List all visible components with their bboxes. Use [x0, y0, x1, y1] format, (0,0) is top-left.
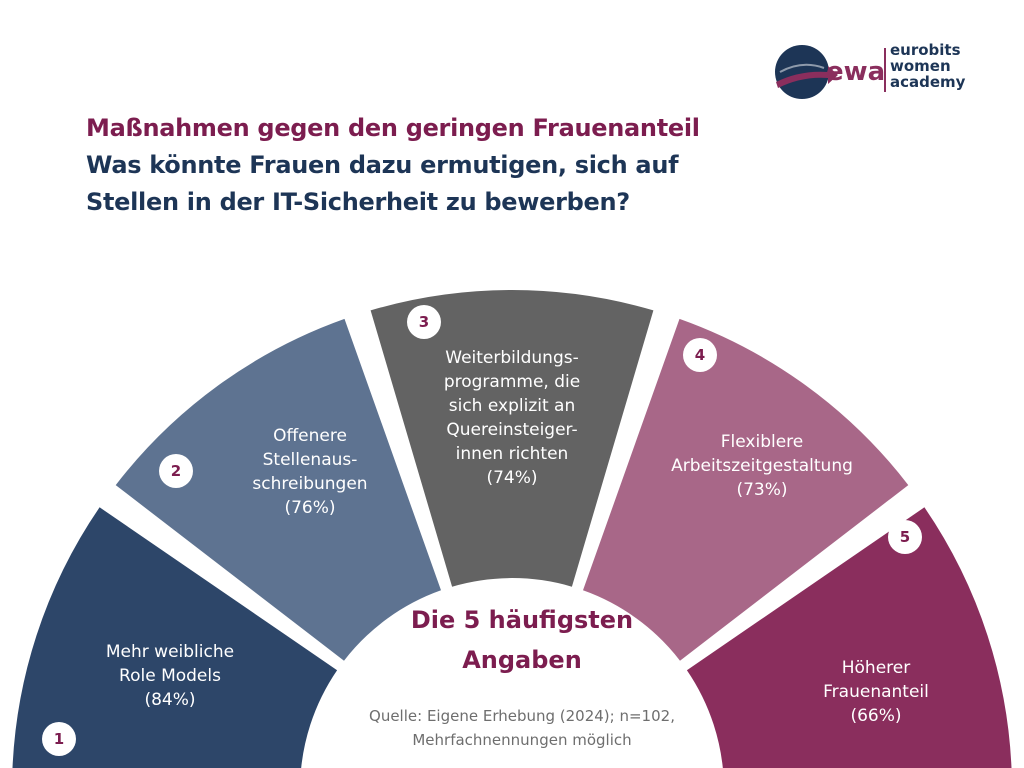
rank-badge-1: 1	[42, 722, 76, 756]
segment-label-4: Flexiblere Arbeitszeitgestaltung (73%)	[632, 430, 892, 502]
source-line-2: Mehrfachnennungen möglich	[412, 731, 632, 749]
title-line: Maßnahmen gegen den geringen Frauenantei…	[86, 114, 700, 142]
segment-3-line-1: Weiterbildungs-	[445, 348, 579, 368]
segment-3-line-5: innen richten	[455, 444, 569, 464]
segment-4	[583, 318, 909, 661]
segment-5-line-3: (66%)	[850, 706, 902, 726]
segment-3-line-3: sich explizit an	[448, 396, 576, 416]
center-title-line-2: Angaben	[462, 646, 582, 674]
segment-label-1: Mehr weibliche Role Models (84%)	[60, 640, 280, 712]
brand-line-2: women	[890, 57, 951, 75]
segment-2-line-2: Stellenaus-	[262, 450, 358, 470]
center-title-line-1: Die 5 häufigsten	[410, 606, 634, 634]
brand-line-1: eurobits	[890, 41, 961, 59]
segment-3-line-4: Quereinsteiger-	[446, 420, 578, 440]
segment-1-line-2: Role Models	[119, 666, 221, 686]
segment-2-line-3: schreibungen	[252, 474, 368, 494]
rank-badge-2: 2	[159, 454, 193, 488]
question-line-2: Stellen in der IT-Sicherheit zu bewerben…	[86, 188, 630, 216]
segment-1-line-3: (84%)	[144, 690, 196, 710]
segment-4-line-1: Flexiblere	[720, 432, 804, 452]
segment-4-line-2: Arbeitszeitgestaltung	[671, 456, 853, 476]
brand-logo: ewa eurobits women academy	[772, 42, 992, 102]
segment-4-line-3: (73%)	[736, 480, 788, 500]
segment-5	[686, 507, 1012, 768]
rank-badge-4: 4	[683, 338, 717, 372]
segment-1-line-1: Mehr weibliche	[105, 642, 235, 662]
segment-5-line-2: Frauenanteil	[823, 682, 929, 702]
brand-wordmark: eurobits women academy	[890, 42, 965, 90]
svg-text:ewa: ewa	[826, 57, 885, 87]
segment-3-line-2: programme, die	[443, 372, 581, 392]
question-line-1: Was könnte Frauen dazu ermutigen, sich a…	[86, 151, 679, 179]
segment-1	[12, 507, 338, 768]
segment-label-3: Weiterbildungs- programme, die sich expl…	[412, 346, 612, 490]
segment-5-line-1: Höherer	[841, 658, 911, 678]
brand-line-3: academy	[890, 73, 966, 91]
segment-2-line-1: Offenere	[273, 426, 347, 446]
rank-badge-5: 5	[888, 520, 922, 554]
segment-label-5: Höherer Frauenanteil (66%)	[766, 656, 986, 728]
page-title: Maßnahmen gegen den geringen Frauenantei…	[86, 110, 766, 221]
center-title: Die 5 häufigsten Angaben	[372, 600, 672, 680]
segment-3-line-6: (74%)	[486, 468, 538, 488]
source-line-1: Quelle: Eigene Erhebung (2024); n=102,	[369, 707, 675, 725]
rank-badge-3: 3	[407, 305, 441, 339]
segment-2-line-4: (76%)	[284, 498, 336, 518]
segment-3	[370, 289, 654, 587]
segment-2	[115, 318, 441, 661]
segment-label-2: Offenere Stellenaus- schreibungen (76%)	[200, 424, 420, 520]
source-note: Quelle: Eigene Erhebung (2024); n=102, M…	[322, 704, 722, 752]
globe-arrow-icon: ewa	[775, 45, 886, 99]
